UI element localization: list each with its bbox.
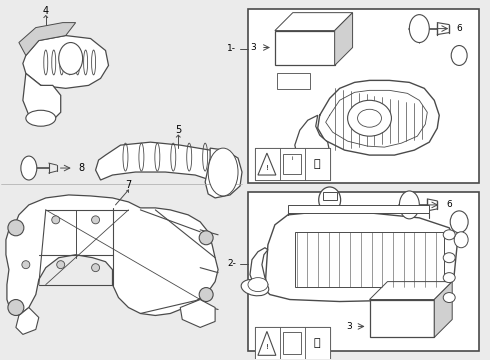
Ellipse shape [399, 191, 419, 219]
Polygon shape [16, 307, 39, 334]
Ellipse shape [347, 100, 392, 136]
Ellipse shape [248, 278, 268, 292]
Text: 8: 8 [78, 163, 85, 173]
Ellipse shape [21, 156, 37, 180]
Polygon shape [23, 36, 108, 88]
Text: 1-: 1- [227, 44, 236, 53]
Text: 6: 6 [456, 24, 462, 33]
Ellipse shape [451, 45, 467, 66]
Text: 3: 3 [250, 43, 256, 52]
Polygon shape [434, 282, 452, 337]
Bar [280, 328, 305, 359]
Ellipse shape [443, 230, 455, 240]
Ellipse shape [241, 279, 269, 296]
Text: 4: 4 [43, 6, 49, 15]
Polygon shape [295, 115, 330, 165]
Bar [369, 300, 434, 337]
Ellipse shape [409, 15, 429, 42]
Bar [283, 154, 301, 174]
Bar [305, 148, 330, 180]
Polygon shape [96, 142, 235, 195]
Ellipse shape [208, 148, 238, 196]
Bar [305, 328, 330, 359]
Ellipse shape [8, 220, 24, 236]
Bar [255, 148, 330, 180]
Text: ✋: ✋ [314, 159, 320, 169]
Ellipse shape [450, 211, 468, 233]
Polygon shape [258, 332, 276, 355]
Bar [280, 148, 305, 180]
Ellipse shape [443, 293, 455, 302]
Polygon shape [265, 210, 457, 302]
Polygon shape [180, 300, 215, 328]
Ellipse shape [443, 273, 455, 283]
Polygon shape [205, 148, 242, 198]
Ellipse shape [199, 288, 213, 302]
Ellipse shape [454, 232, 468, 248]
Polygon shape [23, 73, 61, 122]
Ellipse shape [22, 261, 30, 269]
Polygon shape [250, 248, 268, 292]
Ellipse shape [59, 42, 83, 75]
Text: 3: 3 [347, 322, 352, 331]
Bar [295, 232, 444, 287]
Ellipse shape [318, 187, 341, 213]
Text: 6: 6 [446, 201, 452, 210]
Text: i: i [291, 156, 293, 161]
Text: 2-: 2- [227, 259, 236, 268]
Bar [288, 205, 429, 213]
Bar [255, 148, 280, 180]
Bar [275, 31, 335, 66]
Text: 5: 5 [175, 125, 181, 135]
Text: 7: 7 [125, 180, 132, 190]
Ellipse shape [92, 216, 99, 224]
Ellipse shape [199, 231, 213, 245]
Bar [283, 332, 301, 354]
Text: ✋: ✋ [314, 338, 320, 348]
Ellipse shape [26, 110, 56, 126]
Polygon shape [6, 195, 218, 315]
Polygon shape [369, 282, 452, 300]
Text: !: ! [266, 345, 269, 350]
Bar [248, 9, 479, 183]
Ellipse shape [298, 154, 325, 170]
Ellipse shape [52, 216, 60, 224]
Ellipse shape [8, 300, 24, 315]
Ellipse shape [443, 253, 455, 263]
Ellipse shape [358, 109, 382, 127]
Ellipse shape [92, 264, 99, 272]
Polygon shape [335, 13, 353, 66]
Polygon shape [258, 153, 276, 175]
Text: !: ! [266, 165, 269, 171]
Bar [248, 192, 479, 351]
Bar [277, 73, 310, 89]
Ellipse shape [57, 261, 65, 269]
Polygon shape [275, 13, 353, 31]
Bar [255, 328, 330, 359]
Polygon shape [19, 23, 75, 55]
Bar [255, 328, 280, 359]
Bar [323, 192, 337, 200]
